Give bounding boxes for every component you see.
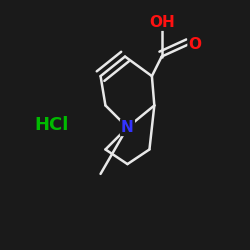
Text: O: O xyxy=(188,37,202,52)
Text: HCl: HCl xyxy=(34,116,69,134)
Text: OH: OH xyxy=(149,15,174,30)
Text: N: N xyxy=(121,120,134,135)
